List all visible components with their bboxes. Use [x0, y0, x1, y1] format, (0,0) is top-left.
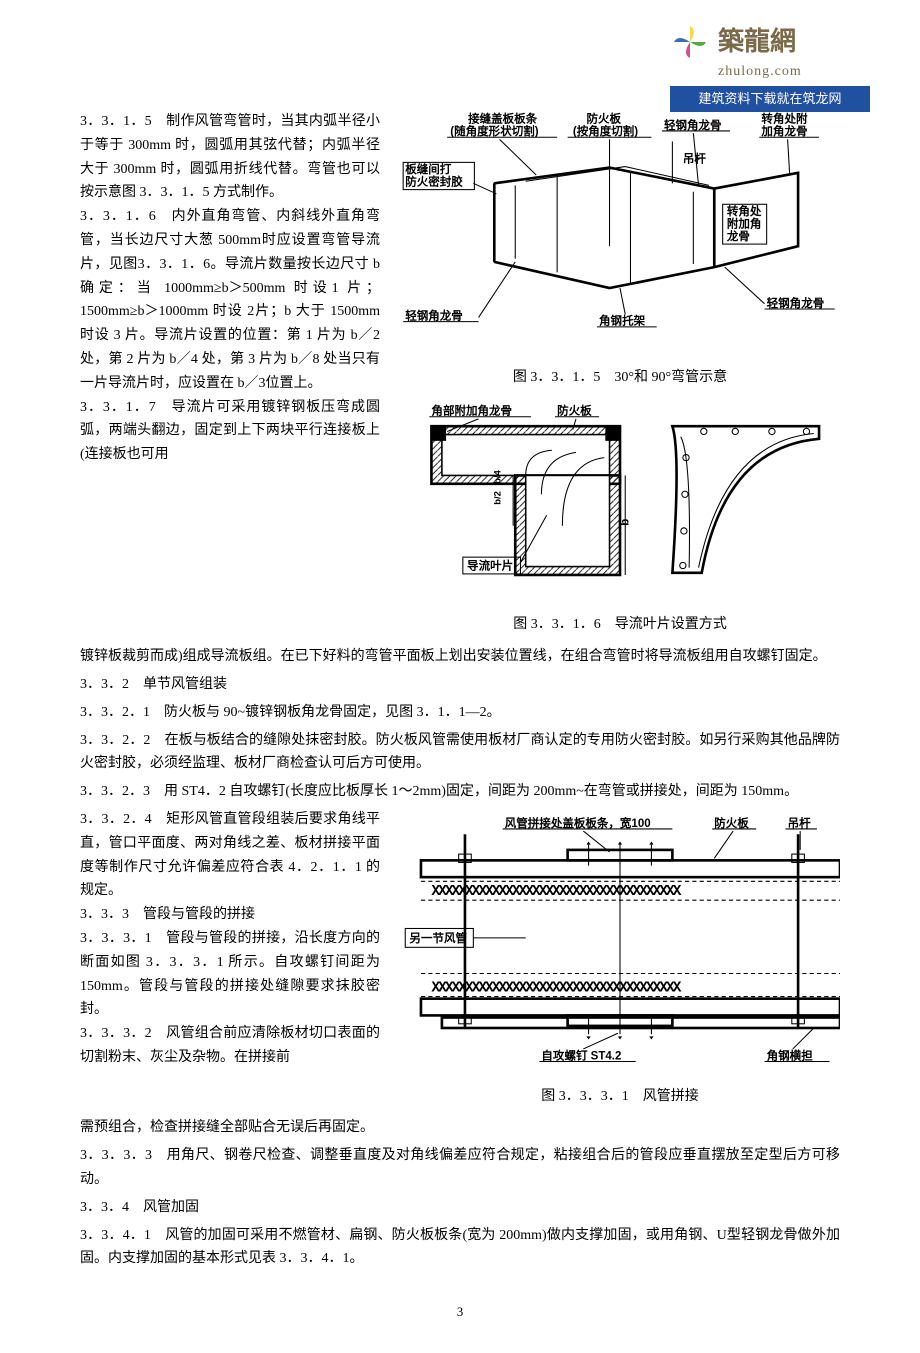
para-3-3-1-7: 3．3．1．7 导流片可采用镀锌钢板压弯成圆弧，两端头翻边，固定到上下两块平行连…	[80, 396, 380, 467]
svg-text:自攻螺钉 ST4.2: 自攻螺钉 ST4.2	[541, 1048, 621, 1062]
svg-text:转角处: 转角处	[727, 204, 762, 218]
svg-text:另一节风管: 另一节风管	[409, 931, 467, 945]
svg-text:XXXXXXXXXXXXXXXXXXXXXXXXXXXXXX: XXXXXXXXXXXXXXXXXXXXXXXXXXXXXXXXXXXXX	[431, 980, 681, 996]
svg-text:(随角度形状切割): (随角度形状切割)	[450, 124, 538, 138]
svg-text:b: b	[619, 518, 631, 525]
para-3-3-2-2: 3．3．2．2 在板与板结合的缝隙处抹密封胶。防火板风管需使用板材厂商认定的专用…	[80, 729, 840, 777]
figure-3-3-1-6: 角部附加角龙骨 防火板	[400, 400, 840, 599]
logo-en: zhulong.com	[718, 60, 870, 84]
svg-text:b/4: b/4	[492, 469, 503, 483]
para-3-3-2: 3．3．2 单节风管组装	[80, 673, 840, 697]
page-number: 3	[80, 1301, 840, 1323]
para-3-3-2-3: 3．3．2．3 用 ST4．2 自攻螺钉(长度应比板厚长 1～2mm)固定，间距…	[80, 780, 840, 804]
para-mid-1: 镀锌板裁剪而成)组成导流板组。在已下好料的弯管平面板上划出安装位置线，在组合弯管…	[80, 645, 840, 669]
svg-text:轻钢角龙骨: 轻钢角龙骨	[767, 296, 825, 310]
svg-text:角钢托架: 角钢托架	[599, 314, 646, 328]
figure-3-3-3-1: 风管拼接处盖板板条，宽100 防火板 吊杆	[400, 808, 840, 1070]
para-3-3-1-6: 3．3．1．6 内外直角弯管、内斜线外直角弯管，当长边尺寸大葱 500mm时应设…	[80, 205, 380, 395]
para-bottom-1: 需预组合，检查拼接缝全部贴合无误后再固定。	[80, 1116, 840, 1140]
para-3-3-3-1: 3．3．3．1 管段与管段的拼接，沿长度方向的断面如图 3．3．3．1 所示。自…	[80, 927, 380, 1022]
svg-text:防火密封胶: 防火密封胶	[405, 174, 463, 188]
para-3-3-2-1: 3．3．2．1 防火板与 90~镀锌钢板角龙骨固定，见图 3．1．1—2。	[80, 701, 840, 725]
svg-text:风管拼接处盖板板条，宽100: 风管拼接处盖板板条，宽100	[505, 816, 651, 830]
flower-icon	[670, 22, 710, 62]
svg-text:转角处附: 转角处附	[761, 112, 808, 126]
site-logo: 築龍網 zhulong.com 建筑资料下载就在筑龙网	[670, 20, 870, 112]
para-3-3-3-3: 3．3．3．3 用角尺、钢卷尺检查、调整垂直度及对角线偏差应符合规定，粘接组合后…	[80, 1144, 840, 1192]
svg-text:接缝盖板板条: 接缝盖板板条	[468, 112, 538, 126]
svg-text:加角龙骨: 加角龙骨	[760, 124, 807, 138]
svg-text:b/2: b/2	[492, 491, 503, 505]
para-3-3-3-2: 3．3．3．2 风管组合前应清除板材切口表面的切割粉末、灰尘及杂物。在拼接前	[80, 1022, 380, 1070]
svg-text:龙骨: 龙骨	[726, 229, 750, 243]
logo-cn: 築龍網	[718, 20, 796, 64]
text-block-1: 3．3．1．5 制作风管弯管时，当其内弧半径小于等于 300mm 时，圆弧用其弦…	[80, 110, 380, 637]
svg-text:防火板: 防火板	[586, 112, 621, 126]
caption-3-3-3-1: 图 3．3．3．1 风管拼接	[400, 1085, 840, 1109]
logo-banner: 建筑资料下载就在筑龙网	[670, 86, 870, 112]
caption-3-3-1-6: 图 3．3．1．6 导流叶片设置方式	[400, 613, 840, 637]
para-3-3-2-4: 3．3．2．4 矩形风管直管段组装后要求角线平直，管口平面度、两对角线之差、板材…	[80, 808, 380, 903]
svg-text:防火板: 防火板	[557, 403, 592, 417]
svg-text:(按角度切割): (按角度切割)	[573, 124, 638, 138]
para-3-3-1-5: 3．3．1．5 制作风管弯管时，当其内弧半径小于等于 300mm 时，圆弧用其弦…	[80, 110, 380, 205]
svg-text:吊杆: 吊杆	[683, 151, 707, 165]
svg-text:防火板: 防火板	[714, 816, 749, 830]
svg-text:附加角: 附加角	[727, 216, 762, 230]
svg-text:角钢横担: 角钢横担	[767, 1048, 814, 1062]
para-3-3-3: 3．3．3 管段与管段的拼接	[80, 903, 380, 927]
svg-text:轻钢角龙骨: 轻钢角龙骨	[664, 118, 722, 132]
para-3-3-4: 3．3．4 风管加固	[80, 1196, 840, 1220]
svg-text:吊杆: 吊杆	[788, 816, 812, 830]
svg-text:板缝间打: 板缝间打	[405, 162, 452, 176]
svg-text:角部附加角龙骨: 角部附加角龙骨	[431, 403, 512, 417]
para-3-3-4-1: 3．3．4．1 风管的加固可采用不燃管材、扁钢、防火板板条(宽为 200mm)做…	[80, 1224, 840, 1272]
svg-text:导流叶片: 导流叶片	[467, 558, 513, 572]
caption-3-3-1-5: 图 3．3．1．5 30°和 90°弯管示意	[400, 366, 840, 390]
svg-text:XXXXXXXXXXXXXXXXXXXXXXXXXXXXXX: XXXXXXXXXXXXXXXXXXXXXXXXXXXXXXXXXXXXX	[431, 884, 681, 900]
figure-3-3-1-5: 接缝盖板板条 (随角度形状切割) 防火板 (按角度切割) 轻钢角龙骨 转角处附 …	[400, 110, 840, 351]
svg-text:轻钢角龙骨: 轻钢角龙骨	[405, 309, 463, 323]
text-block-2: 3．3．2．4 矩形风管直管段组装后要求角线平直，管口平面度、两对角线之差、板材…	[80, 808, 380, 1108]
